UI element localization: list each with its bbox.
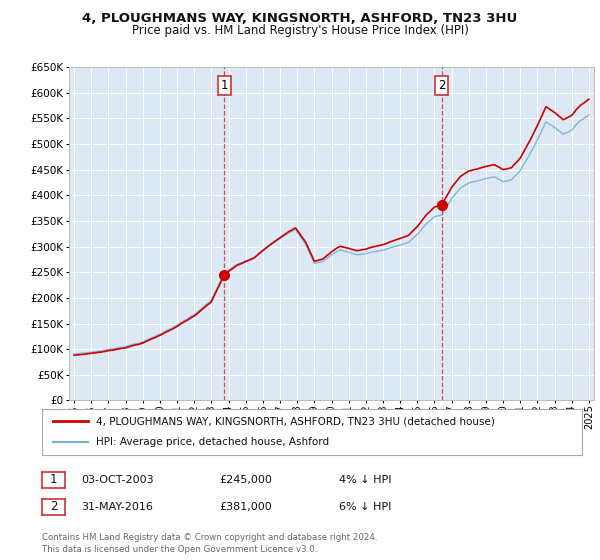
Text: 6% ↓ HPI: 6% ↓ HPI: [339, 502, 391, 512]
Text: 4, PLOUGHMANS WAY, KINGSNORTH, ASHFORD, TN23 3HU (detached house): 4, PLOUGHMANS WAY, KINGSNORTH, ASHFORD, …: [96, 416, 495, 426]
Text: HPI: Average price, detached house, Ashford: HPI: Average price, detached house, Ashf…: [96, 437, 329, 447]
Text: 2: 2: [50, 500, 57, 514]
Text: 31-MAY-2016: 31-MAY-2016: [81, 502, 153, 512]
Text: £381,000: £381,000: [219, 502, 272, 512]
Text: Contains HM Land Registry data © Crown copyright and database right 2024.
This d: Contains HM Land Registry data © Crown c…: [42, 533, 377, 554]
Text: Price paid vs. HM Land Registry's House Price Index (HPI): Price paid vs. HM Land Registry's House …: [131, 24, 469, 36]
Text: 4% ↓ HPI: 4% ↓ HPI: [339, 475, 391, 485]
Text: 1: 1: [50, 473, 57, 487]
Text: 1: 1: [221, 79, 228, 92]
Text: 03-OCT-2003: 03-OCT-2003: [81, 475, 154, 485]
Text: 2: 2: [438, 79, 445, 92]
Text: £245,000: £245,000: [219, 475, 272, 485]
Text: 4, PLOUGHMANS WAY, KINGSNORTH, ASHFORD, TN23 3HU: 4, PLOUGHMANS WAY, KINGSNORTH, ASHFORD, …: [82, 12, 518, 25]
